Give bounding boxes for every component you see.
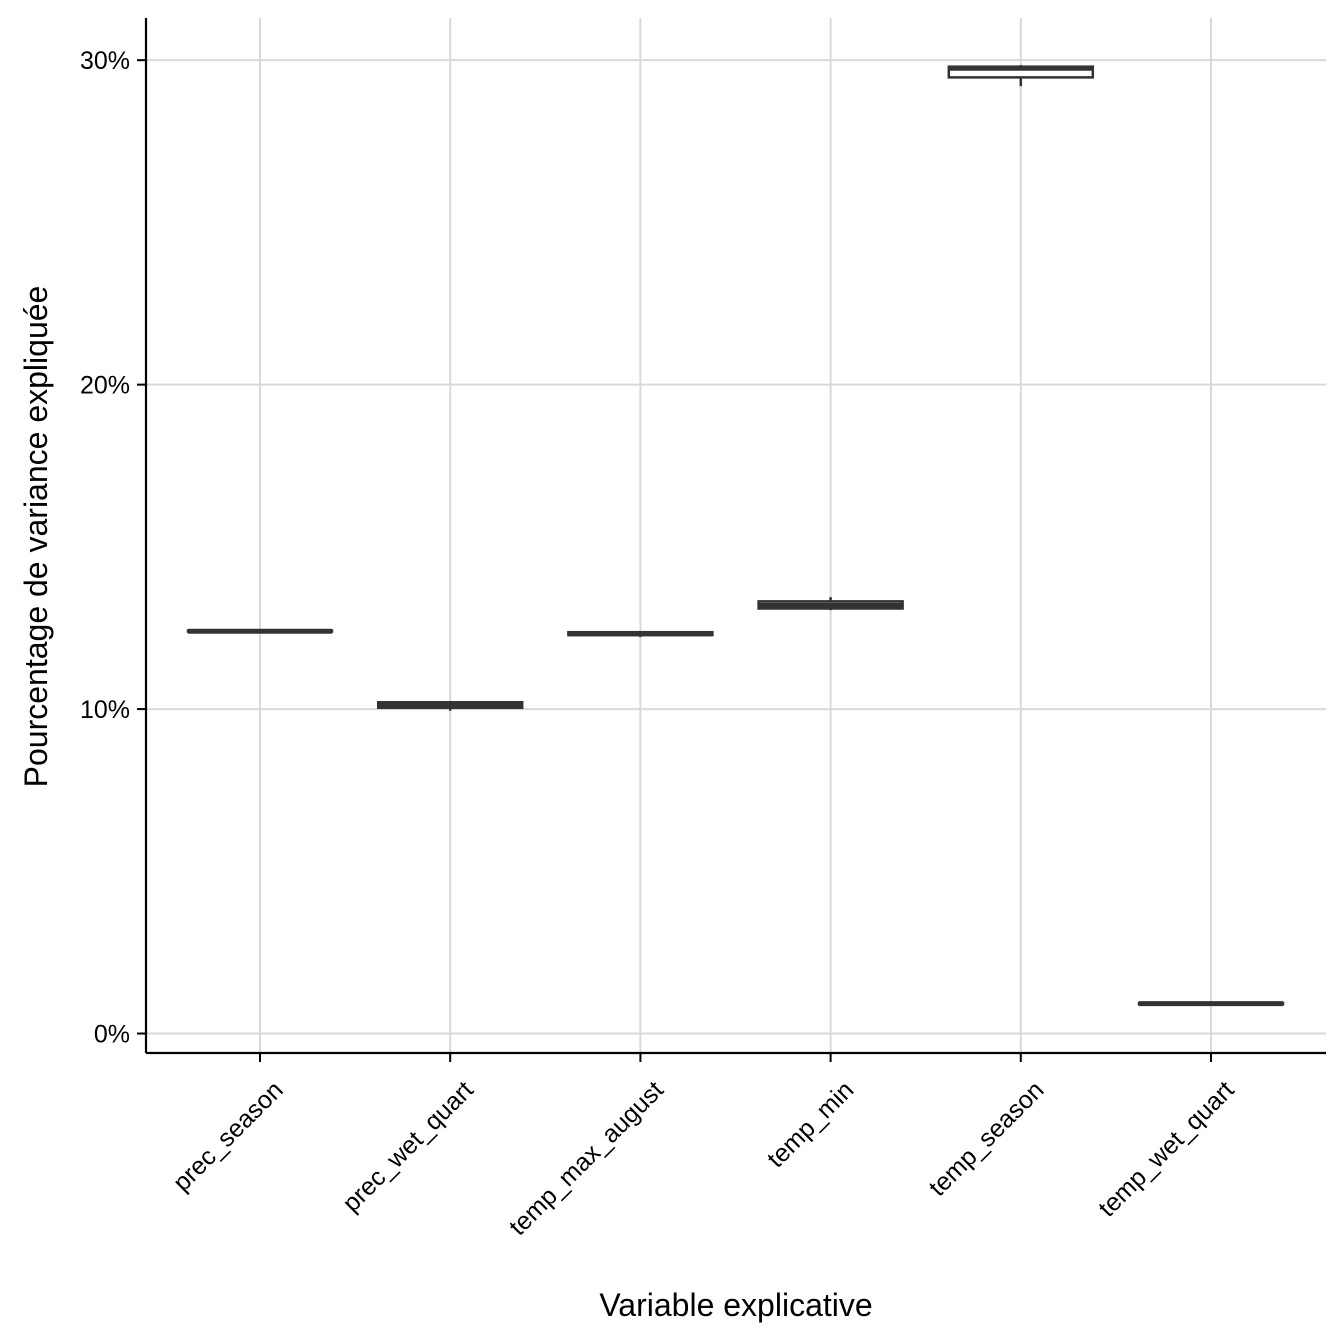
x-axis-title: Variable explicative — [599, 1287, 872, 1323]
box-temp_min — [757, 597, 904, 611]
box-temp_season — [947, 65, 1095, 87]
y-tick-label: 30% — [80, 47, 130, 75]
x-tick-label: prec_wet_quart — [337, 1076, 479, 1218]
y-gridlines — [146, 59, 1326, 1035]
x-axis-ticks: prec_season prec_wet_quart temp_max_august… — [168, 1053, 1240, 1241]
y-tick-label: 10% — [80, 696, 130, 724]
x-tick-label: temp_max_august — [504, 1076, 669, 1241]
y-tick-label: 0% — [94, 1021, 130, 1049]
y-axis-ticks: 0% 10% 20% 30% — [80, 47, 146, 1049]
x-tick-label: temp_min — [762, 1076, 859, 1173]
y-axis-title: Pourcentage de variance expliquée — [18, 286, 54, 788]
y-tick-label: 20% — [80, 372, 130, 400]
box-prec_wet_quart — [376, 700, 524, 711]
boxplot-series — [186, 65, 1285, 1007]
box-temp_max_august — [567, 630, 714, 638]
box-prec_season — [186, 628, 334, 634]
box-temp_wet_quart — [1137, 1001, 1285, 1007]
x-tick-label: temp_season — [924, 1076, 1050, 1202]
x-tick-label: temp_wet_quart — [1093, 1076, 1240, 1223]
x-tick-label: prec_season — [168, 1076, 289, 1197]
x-gridlines — [259, 18, 1212, 1053]
